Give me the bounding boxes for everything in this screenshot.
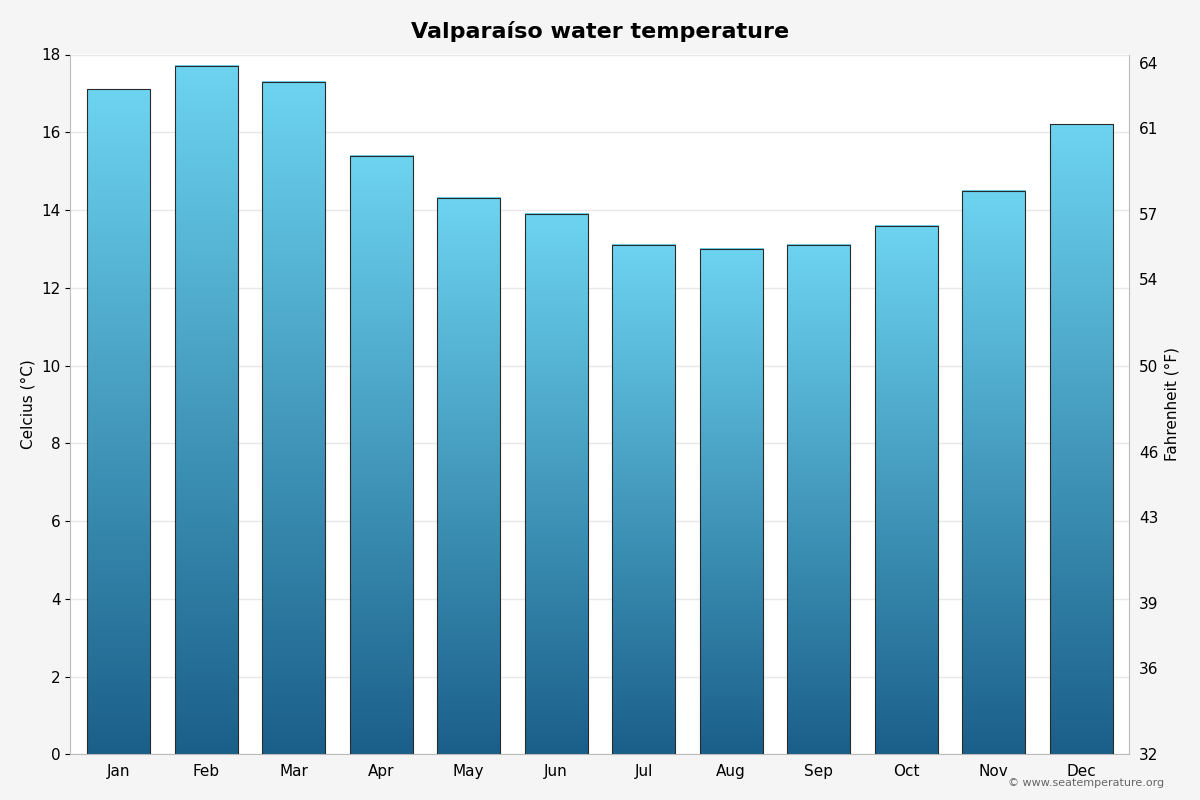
Bar <box>962 190 1025 754</box>
Bar <box>88 90 150 754</box>
Bar <box>787 245 851 754</box>
Bar <box>437 198 500 754</box>
Bar <box>175 66 238 754</box>
Bar <box>524 214 588 754</box>
Bar <box>349 156 413 754</box>
Y-axis label: Fahrenheit (°F): Fahrenheit (°F) <box>1164 347 1180 462</box>
Text: © www.seatemperature.org: © www.seatemperature.org <box>1008 778 1164 788</box>
Bar <box>1050 125 1112 754</box>
Bar <box>700 249 763 754</box>
Bar <box>875 226 937 754</box>
Title: Valparaíso water temperature: Valparaíso water temperature <box>410 21 790 42</box>
Bar <box>262 82 325 754</box>
Y-axis label: Celcius (°C): Celcius (°C) <box>20 359 36 450</box>
Bar <box>612 245 676 754</box>
